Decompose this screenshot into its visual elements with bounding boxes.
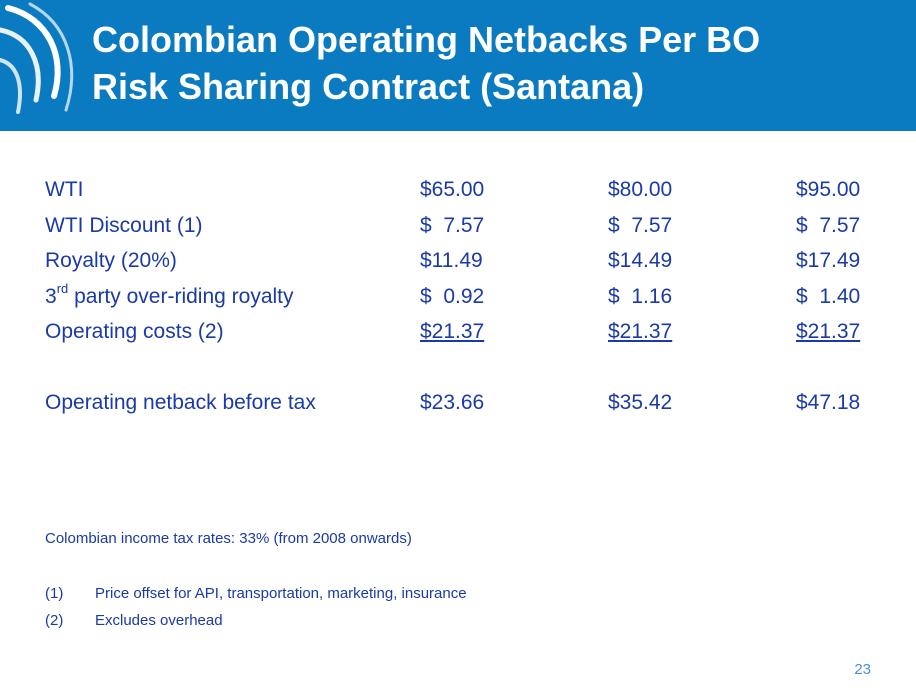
header-bar: Colombian Operating Netbacks Per BO Risk…	[0, 0, 916, 131]
value-cell: $21.37	[420, 320, 485, 343]
row-label: WTI	[45, 178, 84, 201]
page-number: 23	[854, 661, 871, 678]
row-label: Operating netback before tax	[45, 391, 316, 414]
table-row: 3rd party over-riding royalty $ 0.92 $ 1…	[45, 279, 868, 315]
row-label: WTI Discount (1)	[45, 213, 203, 237]
footnote-mark: (2)	[45, 612, 64, 629]
row-label-superscript: rd	[56, 280, 69, 296]
footnote-text: Price offset for API, transportation, ma…	[95, 585, 467, 602]
value-cell: $ 1.16	[608, 284, 673, 308]
footnote: (1) Price offset for API, transportation,…	[45, 585, 467, 602]
tax-note: Colombian income tax rates: 33% (from 20…	[45, 530, 412, 547]
row-label-rest: party over-riding royalty	[68, 284, 294, 308]
value-cell: $ 1.40	[796, 284, 861, 308]
value-cell: $ 7.57	[420, 213, 485, 237]
value-cell: $47.18	[796, 391, 861, 414]
value-cell: $ 0.92	[420, 284, 485, 308]
company-logo-icon	[0, 2, 74, 114]
table-row: Royalty (20%) $11.49 $14.49 $17.49	[45, 243, 868, 279]
title-line-2: Risk Sharing Contract (Santana)	[92, 66, 645, 107]
value-cell: $14.49	[608, 249, 673, 272]
netback-table: WTI $65.00 $80.00 $95.00 WTI Discount (1…	[45, 172, 868, 421]
value-cell: $80.00	[608, 178, 673, 201]
row-label: Royalty (20%)	[45, 249, 177, 272]
value-cell: $11.49	[420, 249, 483, 272]
value-cell: $95.00	[796, 178, 861, 201]
title-line-1: Colombian Operating Netbacks Per BO	[92, 19, 761, 60]
footnote: (2) Excludes overhead	[45, 612, 223, 629]
row-label-prefix: 3	[45, 284, 57, 308]
table-row: WTI $65.00 $80.00 $95.00	[45, 172, 868, 208]
row-label: Operating costs (2)	[45, 320, 224, 343]
value-cell: $21.37	[608, 320, 673, 343]
value-cell: $ 7.57	[796, 213, 861, 237]
value-cell: $17.49	[796, 249, 861, 272]
table-row: Operating costs (2) $21.37 $21.37 $21.37	[45, 314, 868, 350]
spacer-row	[45, 350, 868, 386]
footnote-text: Excludes overhead	[95, 612, 223, 629]
footnote-mark: (1)	[45, 585, 64, 602]
value-cell: $21.37	[796, 320, 861, 343]
page-title: Colombian Operating Netbacks Per BO Risk…	[92, 16, 892, 110]
row-label: 3rd party over-riding royalty	[45, 279, 420, 315]
value-cell: $35.42	[608, 391, 673, 414]
value-cell: $23.66	[420, 391, 485, 414]
value-cell: $65.00	[420, 178, 485, 201]
value-cell: $ 7.57	[608, 213, 673, 237]
table-row-total: Operating netback before tax $23.66 $35.…	[45, 385, 868, 421]
table-row: WTI Discount (1) $ 7.57 $ 7.57 $ 7.57	[45, 208, 868, 244]
